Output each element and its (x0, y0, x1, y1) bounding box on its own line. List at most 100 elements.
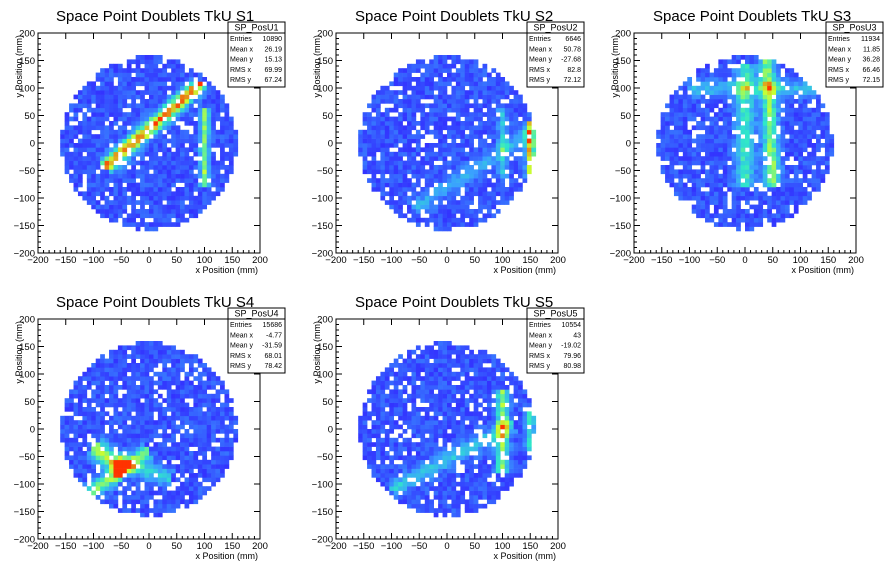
heatmap-cell (140, 459, 145, 465)
heatmap-cell (180, 85, 185, 91)
stats-value: 72.15 (862, 77, 880, 84)
heatmap-cell (682, 94, 688, 100)
heatmap-cell (442, 81, 448, 87)
heatmap-cell (424, 121, 430, 126)
heatmap-cell (691, 191, 697, 197)
heatmap-cell (451, 125, 457, 131)
heatmap-cell (184, 129, 190, 135)
heatmap-cell (95, 191, 101, 197)
heatmap-cell (678, 103, 684, 109)
heatmap-cell (122, 125, 128, 131)
heatmap-cell (469, 129, 474, 135)
heatmap-cell (398, 468, 403, 474)
heatmap-cell (126, 85, 132, 91)
heatmap-cell (718, 165, 724, 170)
heatmap-cell (131, 103, 136, 109)
heatmap-cell (371, 169, 377, 175)
y-tick-label: −200 (14, 535, 35, 546)
heatmap-cell (77, 143, 83, 148)
heatmap-cell (526, 165, 532, 170)
heatmap-cell (429, 129, 434, 135)
heatmap-cell (771, 99, 777, 104)
heatmap-cell (656, 134, 661, 139)
heatmap-cell (215, 116, 221, 122)
heatmap-cell (696, 112, 701, 117)
heatmap-cell (197, 468, 203, 474)
heatmap-cell (802, 103, 808, 109)
heatmap-cell (117, 107, 123, 113)
heatmap-cell (486, 213, 492, 219)
heatmap-cell (753, 90, 759, 95)
heatmap-cell (126, 182, 132, 188)
heatmap-cell (789, 85, 795, 91)
heatmap-cell (91, 147, 97, 153)
heatmap-cell (131, 143, 136, 148)
heatmap-cell (402, 147, 408, 153)
heatmap-cell (77, 94, 83, 100)
heatmap-cell (211, 165, 216, 170)
heatmap-cell (504, 138, 510, 144)
heatmap-cell (73, 385, 79, 390)
y-tick-label: 200 (19, 29, 35, 40)
heatmap-cell (420, 103, 426, 109)
heatmap-cell (784, 178, 790, 183)
heatmap-cell (126, 429, 132, 434)
heatmap-cell (705, 151, 710, 157)
heatmap-cell (736, 222, 741, 227)
heatmap-cell (798, 99, 804, 104)
heatmap-cell (793, 134, 799, 139)
heatmap-cell (109, 85, 114, 91)
heatmap-cell (358, 129, 363, 135)
heatmap-cell (371, 464, 377, 469)
heatmap-cell (91, 380, 97, 386)
heatmap-cell (206, 371, 212, 377)
heatmap-cell (166, 367, 172, 373)
heatmap-cell (478, 129, 483, 135)
heatmap-cell (233, 420, 239, 425)
heatmap-cell (197, 169, 203, 175)
heatmap-cell (117, 200, 123, 205)
heatmap-cell (384, 486, 390, 491)
heatmap-cell (691, 209, 697, 214)
heatmap-cell (718, 94, 724, 100)
heatmap-cell (495, 209, 501, 214)
heatmap-cell (451, 169, 457, 175)
heatmap-cell (486, 156, 492, 161)
heatmap-cell (135, 143, 141, 148)
heatmap-cell (442, 134, 448, 139)
heatmap-cell (193, 90, 199, 95)
heatmap-cell (447, 200, 452, 205)
heatmap-cell (451, 191, 457, 197)
heatmap-cell (455, 103, 461, 109)
stats-value: 67.24 (264, 77, 282, 84)
heatmap-cell (522, 156, 528, 161)
heatmap-cell (202, 103, 208, 109)
heatmap-cell (731, 160, 737, 166)
heatmap-cell (188, 81, 194, 87)
heatmap-cell (705, 182, 710, 188)
heatmap-cell (460, 156, 466, 161)
heatmap-cell (495, 165, 501, 170)
heatmap-cell (109, 415, 114, 421)
heatmap-cell (384, 437, 390, 443)
heatmap-cell (375, 121, 381, 126)
heatmap-cell (122, 358, 128, 364)
heatmap-cell (162, 455, 168, 461)
heatmap-cell (473, 85, 479, 91)
heatmap-cell (700, 165, 706, 170)
heatmap-cell (91, 204, 97, 210)
heatmap-cell (171, 209, 176, 214)
heatmap-cell (696, 169, 701, 175)
heatmap-cell (816, 94, 821, 100)
heatmap-cell (522, 129, 528, 135)
heatmap-cell (816, 107, 821, 113)
heatmap-cell (202, 94, 208, 100)
heatmap-cell (687, 147, 693, 153)
heatmap-cell (135, 363, 141, 368)
heatmap-cell (175, 138, 181, 144)
heatmap-cell (157, 380, 163, 386)
heatmap-cell (745, 68, 750, 73)
heatmap-cell (64, 398, 70, 403)
heatmap-cell (393, 451, 399, 456)
x-tick-label: −100 (83, 255, 104, 266)
